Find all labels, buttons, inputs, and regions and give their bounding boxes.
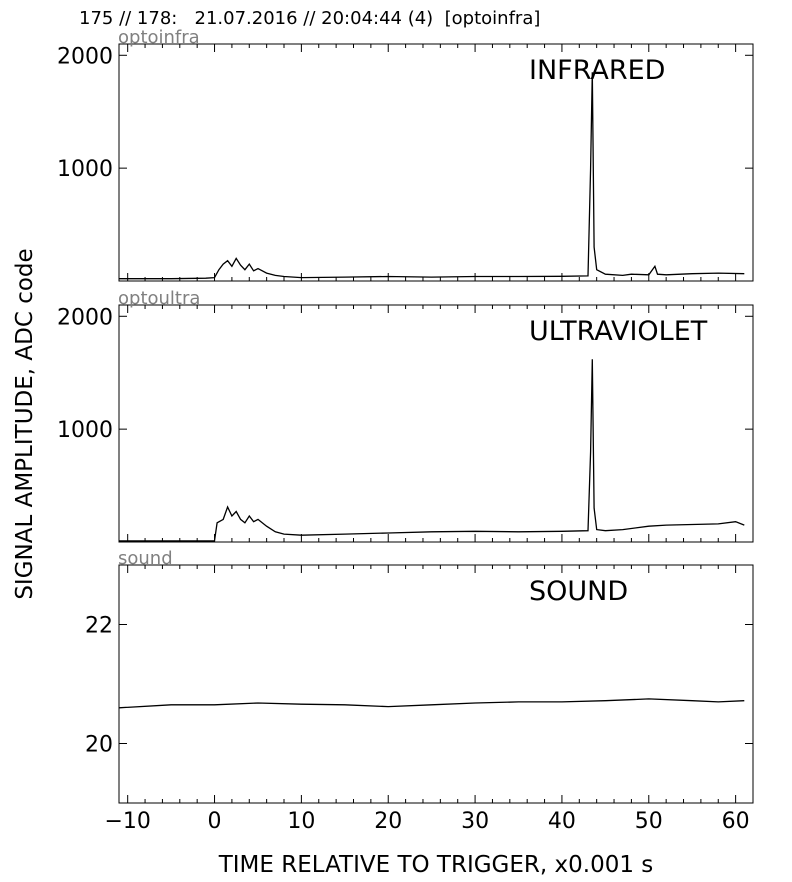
plot-frame xyxy=(118,43,754,282)
series-line-optoinfra xyxy=(119,72,745,280)
y-tick-label: 1000 xyxy=(57,418,113,443)
x-tick-label: 10 xyxy=(287,809,315,834)
panel-title: SOUND xyxy=(529,576,628,607)
y-tick-label: 2000 xyxy=(57,44,113,69)
x-tick-label: −10 xyxy=(104,809,150,834)
y-tick-label: 22 xyxy=(85,614,113,639)
y-tick-label: 2000 xyxy=(57,305,113,330)
plot-frame xyxy=(118,304,754,543)
x-axis-label: TIME RELATIVE TO TRIGGER, x0.001 s xyxy=(218,852,654,878)
x-tick-label: 60 xyxy=(722,809,750,834)
panel-title: INFRARED xyxy=(529,55,665,86)
series-line-sound xyxy=(118,698,745,709)
chart-header: 175 // 178: 21.07.2016 // 20:04:44 (4) [… xyxy=(79,8,541,29)
y-tick-label: 1000 xyxy=(57,157,113,182)
x-tick-label: 20 xyxy=(374,809,402,834)
series-line-optoultra xyxy=(119,359,745,542)
x-tick-label: 40 xyxy=(548,809,576,834)
channel-label: optoultra xyxy=(118,288,200,309)
plot-frame xyxy=(118,564,754,804)
x-tick-label: 50 xyxy=(635,809,663,834)
x-tick-label: 30 xyxy=(461,809,489,834)
panel-sound: 20 22 sound SOUND xyxy=(85,548,754,804)
y-axis-label: SIGNAL AMPLITUDE, ADC code xyxy=(12,248,38,599)
panel-title: ULTRAVIOLET xyxy=(529,316,708,347)
x-tick-label: 0 xyxy=(208,809,222,834)
channel-label: optoinfra xyxy=(118,27,200,48)
channel-label: sound xyxy=(118,548,173,569)
y-tick-label: 20 xyxy=(85,733,113,758)
